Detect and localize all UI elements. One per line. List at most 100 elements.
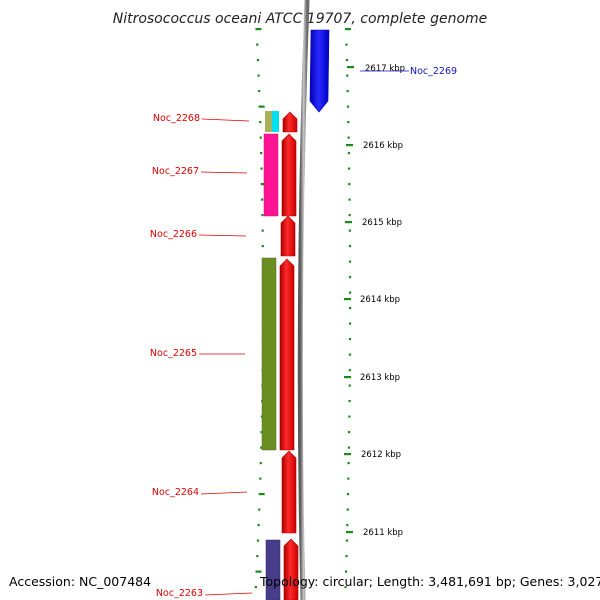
gene-name[interactable]: Noc_2267 (152, 166, 199, 177)
ruler-tick-label: 2611 kbp (363, 528, 403, 538)
ruler-dot (345, 539, 349, 542)
ruler-dot (348, 384, 351, 387)
leader-line (200, 491, 248, 495)
gene-noc-2269[interactable] (309, 29, 330, 113)
leader-line (198, 234, 247, 237)
ruler-tick-label: 2612 kbp (361, 450, 401, 460)
ruler-dot (261, 245, 264, 248)
ruler-tick: 2617 kbp (347, 64, 405, 74)
ruler-dot (347, 152, 350, 155)
ruler-dot (344, 570, 348, 573)
gene-arrow-noc-2267[interactable] (281, 133, 297, 217)
cog-block-noc-2268-a (265, 111, 272, 132)
ruler-dot (348, 353, 352, 356)
gene-label-noc-2266[interactable]: Noc_2266 (150, 229, 247, 240)
gene-arrow-noc-2263[interactable] (283, 538, 299, 600)
ruler-dot (347, 477, 350, 480)
ruler-dot (257, 524, 260, 527)
ruler-dot (256, 43, 259, 46)
kbp-ruler: 2617 kbp 2616 kbp 2615 kbp 2614 kbp 2613… (344, 64, 405, 538)
gene-label-noc-2267[interactable]: Noc_2267 (152, 166, 248, 177)
ruler-dot (258, 493, 265, 496)
ruler-dot (259, 477, 262, 480)
ruler-dot (260, 167, 263, 170)
ruler-tick-label: 2614 kbp (360, 295, 400, 305)
ruler-dot (348, 400, 351, 403)
gene-arrow-noc-2269[interactable] (309, 29, 330, 113)
ruler-dot (260, 431, 263, 434)
gene-label-noc-2263[interactable]: Noc_2263 (156, 588, 253, 599)
genome-backbone (297, 0, 310, 600)
ruler-dot (256, 59, 260, 62)
ruler-dot (348, 307, 352, 310)
ruler-tick: 2613 kbp (344, 373, 400, 383)
map-title: Nitrosococcus oceani ATCC 19707, complet… (113, 11, 488, 27)
ruler-dot (255, 570, 262, 573)
leader-line (201, 118, 250, 122)
ruler-dot (346, 493, 350, 496)
ruler-dot (346, 74, 349, 77)
ruler-tick: 2611 kbp (346, 528, 403, 538)
ruler-dot (348, 245, 352, 248)
ruler-dot (259, 136, 262, 139)
gene-arrow-noc-2266[interactable] (280, 215, 296, 257)
ruler-dot (348, 322, 352, 325)
ruler-tick: 2616 kbp (346, 141, 403, 151)
ruler-dot (259, 121, 262, 124)
ruler-dot (261, 229, 264, 232)
gene-arrow-noc-2265[interactable] (279, 258, 295, 451)
gene-name[interactable]: Noc_2265 (150, 348, 197, 359)
ruler-dot (261, 214, 264, 217)
ruler-dot (348, 183, 351, 186)
gene-label-noc-2268[interactable]: Noc_2268 (153, 113, 250, 124)
ruler-dot (346, 105, 350, 108)
gene-arrow-noc-2264[interactable] (281, 450, 297, 534)
ruler-dot (344, 28, 351, 31)
cog-block-noc-2265 (261, 257, 277, 451)
ruler-dot (348, 338, 352, 341)
ruler-dot (256, 555, 259, 558)
ruler-tick-label: 2616 kbp (363, 141, 403, 151)
ruler-tick-label: 2615 kbp (362, 218, 402, 228)
ruler-dot (346, 524, 349, 527)
gene-name[interactable]: Noc_2264 (152, 487, 199, 498)
ruler-dot (348, 198, 351, 201)
ruler-dot (261, 198, 264, 201)
ruler-dot (258, 90, 261, 93)
ruler-dot (345, 555, 348, 558)
ruler-dot (346, 90, 349, 93)
forward-genes (279, 111, 299, 600)
ruler-tick-label: 2613 kbp (360, 373, 400, 383)
ruler-dot (348, 167, 351, 170)
gene-label-noc-2265[interactable]: Noc_2265 (150, 348, 245, 359)
ruler-dot (348, 369, 351, 372)
leader-line (200, 171, 248, 174)
gene-label-noc-2264[interactable]: Noc_2264 (152, 487, 248, 498)
gene-arrow-noc-2268[interactable] (282, 111, 298, 133)
ruler-tick-label: 2617 kbp (365, 64, 405, 74)
gene-label-noc-2269[interactable]: Noc_2269 (360, 66, 457, 77)
ruler-dot (348, 276, 352, 279)
gene-name[interactable]: Noc_2269 (410, 66, 457, 77)
ruler-dot (348, 431, 351, 434)
ruler-track-right (344, 28, 352, 589)
ruler-dot (257, 74, 260, 77)
gene-name[interactable]: Noc_2268 (153, 113, 200, 124)
accession-label: Accession: NC_007484 (9, 574, 151, 589)
ruler-dot (347, 446, 351, 449)
ruler-dot (344, 586, 347, 589)
cog-block-noc-2263 (265, 539, 281, 600)
ruler-dot (348, 229, 351, 232)
ruler-dot (348, 214, 351, 217)
ruler-dot (254, 586, 257, 589)
ruler-dot (258, 508, 261, 511)
ruler-dot (347, 136, 350, 139)
ruler-tick: 2614 kbp (344, 295, 400, 305)
ruler-dot (346, 508, 349, 511)
ruler-dot (255, 28, 262, 31)
ruler-dot (348, 415, 351, 418)
gene-name[interactable]: Noc_2266 (150, 229, 197, 240)
cog-block-noc-2268-b (272, 111, 279, 132)
gene-name[interactable]: Noc_2263 (156, 588, 203, 599)
ruler-dot (345, 43, 348, 46)
